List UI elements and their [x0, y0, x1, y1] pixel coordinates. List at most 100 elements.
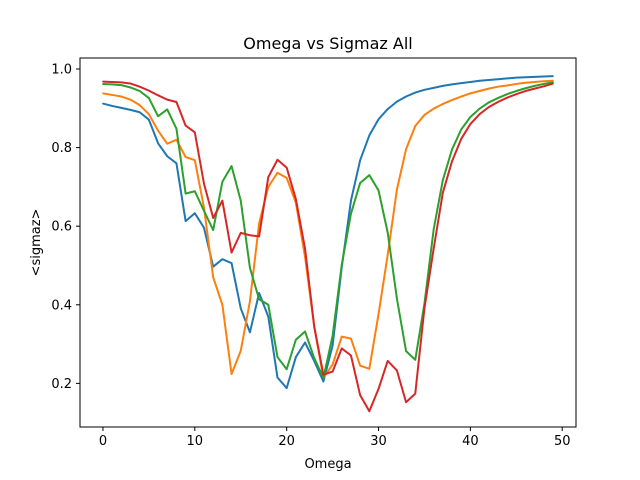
series-1-line [102, 75, 554, 390]
series-1-point [478, 79, 481, 82]
series-4-point [120, 81, 123, 84]
series-4-point [258, 235, 260, 238]
series-1-point [276, 376, 279, 379]
series-4-point [322, 373, 325, 376]
series-3-point [377, 189, 380, 192]
series-3-point [350, 212, 352, 215]
series-4-point [148, 89, 150, 92]
series-3-point [212, 229, 214, 231]
series-2-point [138, 104, 141, 106]
series-4-point [368, 410, 371, 413]
series-1-point [304, 341, 306, 344]
series-4-point [377, 388, 380, 390]
series-4-point [414, 392, 417, 395]
x-tick-label: 20 [278, 434, 295, 449]
series-4-point [350, 354, 352, 357]
series-2-point [552, 79, 554, 82]
series-3-point [194, 190, 196, 193]
series-2-point [543, 80, 545, 82]
series-2-point [423, 114, 426, 116]
series-2-point [166, 142, 169, 145]
series-3-point [295, 338, 297, 341]
series-4-point [129, 82, 132, 85]
series-2-point [524, 81, 527, 84]
series-4-point [442, 191, 444, 194]
series-3-point [313, 357, 316, 360]
series-4-point [524, 90, 527, 92]
x-axis-label: Omega [304, 457, 351, 472]
series-1-point [194, 212, 196, 215]
series-3-point [267, 303, 270, 306]
series-3-point [386, 231, 389, 234]
series-4-point [212, 217, 214, 219]
series-2-point [111, 94, 113, 96]
series-2-point [212, 276, 214, 279]
series-1-point [175, 162, 178, 165]
series-4-point [478, 113, 481, 115]
series-4-point [157, 94, 159, 97]
series-4-point [331, 370, 334, 373]
x-tick-label: 0 [99, 434, 107, 449]
series-4-point [304, 247, 306, 250]
series-4-point [138, 85, 141, 88]
series-4-point [166, 98, 169, 101]
series-3-point [249, 267, 251, 269]
series-2-point [230, 373, 233, 375]
series-4-point [533, 87, 536, 90]
series-4-point [221, 199, 224, 202]
series-3-point [497, 97, 499, 99]
series-3-point [478, 107, 481, 110]
series-3-point [304, 330, 306, 333]
series-1-point [148, 118, 150, 121]
series-3-point [221, 180, 224, 183]
series-4-point [405, 401, 407, 404]
series-1-point [533, 76, 536, 78]
series-3-point [148, 97, 150, 99]
series-4-point [111, 81, 113, 83]
series-1-point [469, 81, 472, 83]
series-1-point [405, 95, 407, 98]
series-2-point [414, 125, 417, 127]
series-1-point [432, 87, 435, 89]
series-3-point [285, 368, 288, 371]
series-2-point [267, 186, 270, 188]
series-3-point [239, 199, 242, 202]
series-1-point [138, 111, 141, 114]
series-4-point [451, 160, 453, 163]
y-axis: 0.2 0.4 0.6 0.8 1.0 [51, 63, 80, 392]
series-3 [102, 81, 554, 379]
series-3-point [460, 128, 462, 131]
series-3-point [258, 298, 260, 301]
series-1-point [184, 220, 187, 222]
series-2-point [386, 254, 389, 256]
series-3-point [506, 93, 508, 95]
y-tick-label: 0.2 [51, 377, 72, 392]
series-2-point [515, 83, 518, 85]
y-tick-label: 0.4 [51, 298, 72, 313]
series-2-point [478, 90, 481, 92]
series-1-point [487, 79, 490, 81]
y-tick-label: 0.8 [51, 141, 72, 156]
series-3-point [102, 83, 104, 85]
series-1-point [322, 380, 325, 383]
series-2-point [129, 98, 132, 101]
series-2-point [497, 85, 499, 88]
series-2-point [276, 171, 279, 174]
series-4-point [506, 96, 508, 99]
series-4-point [184, 124, 187, 127]
series-3-point [129, 86, 132, 89]
series-4-point [285, 166, 288, 169]
series-1-point [230, 262, 233, 264]
series-4-point [267, 176, 270, 178]
x-tick-label: 50 [554, 434, 571, 449]
series-3-point [524, 87, 527, 90]
series-1 [102, 75, 554, 390]
series-1-point [249, 331, 251, 334]
series-2-point [157, 129, 159, 132]
series-3-point [331, 335, 334, 337]
series-1-point [258, 292, 260, 294]
series-2-point [148, 113, 150, 115]
series-2-point [451, 99, 453, 101]
series-2-point [239, 349, 242, 352]
